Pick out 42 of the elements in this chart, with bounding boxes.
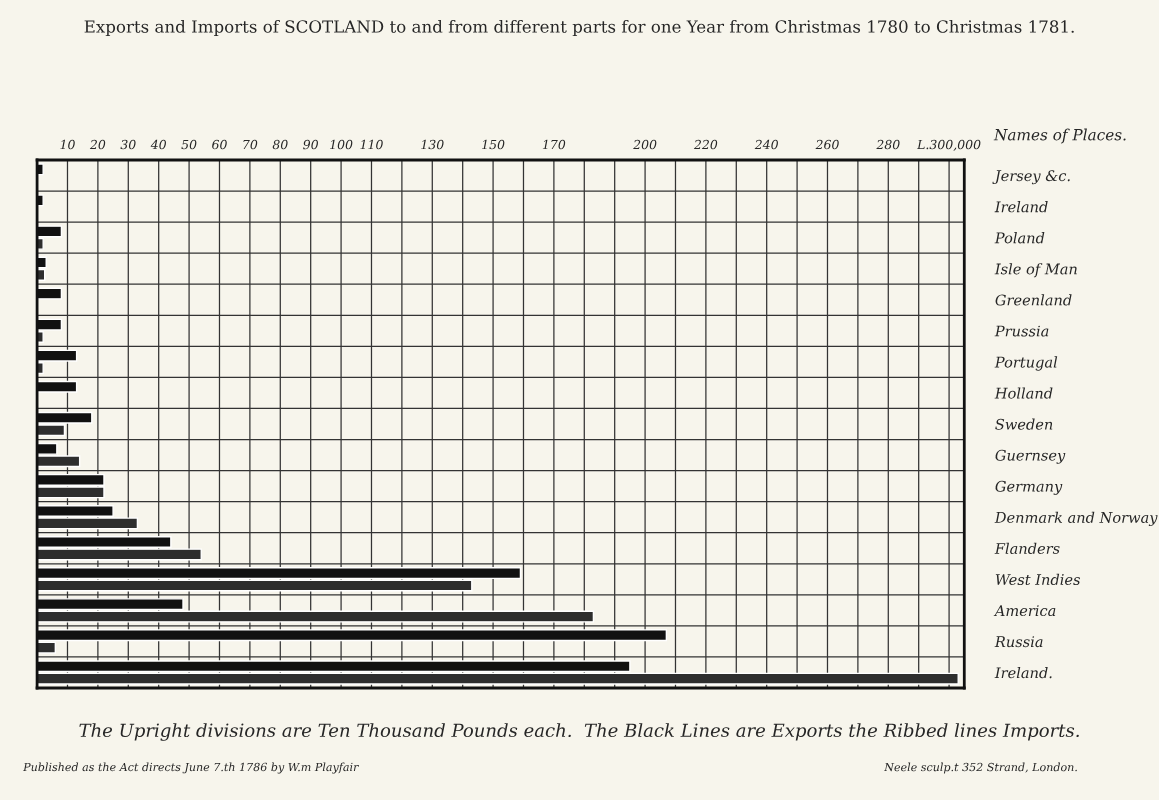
x-tick-label: 40 bbox=[150, 139, 166, 150]
x-tick-label: 70 bbox=[243, 139, 258, 150]
x-tick-label: 170 bbox=[542, 139, 566, 150]
chart-title: Exports and Imports of SCOTLAND to and from different parts for one Year from Christmas 1780 to Christmas 1781. bbox=[84, 19, 1074, 37]
y-tick-label: Flanders bbox=[994, 542, 1060, 554]
y-tick-label: Russia bbox=[994, 636, 1043, 648]
x-tick-label: 60 bbox=[212, 139, 227, 150]
y-tick-label: Sweden bbox=[995, 418, 1053, 430]
y-tick-label: Ireland. bbox=[994, 666, 1052, 679]
x-tick-label: 30 bbox=[120, 139, 136, 150]
x-tick-label: 260 bbox=[815, 139, 839, 150]
y-tick-label: Holland bbox=[994, 387, 1053, 399]
y-tick-label: Germany bbox=[995, 480, 1063, 495]
y-tick-label: Jersey &c. bbox=[992, 170, 1070, 185]
x-tick-label: 240 bbox=[754, 139, 778, 150]
x-tick-label: 80 bbox=[272, 139, 288, 150]
x-tick-label: 10 bbox=[60, 139, 75, 150]
x-tick-label: 20 bbox=[89, 139, 106, 150]
y-tick-label: Isle of Man bbox=[994, 263, 1077, 278]
y-tick-label: Greenland bbox=[995, 294, 1072, 306]
x-tick-label: 130 bbox=[421, 139, 444, 150]
y-tick-label: West Indies bbox=[995, 573, 1081, 586]
x-tick-label: L.300,000 bbox=[916, 139, 981, 151]
y-tick-label: Ireland bbox=[994, 201, 1048, 213]
text: The Upright divisions are Ten Thousand Pounds each. The Black Lines are Exports the Ribbed lines Imports. bbox=[79, 723, 1079, 741]
x-tick-label: 100 bbox=[330, 139, 353, 150]
x-tick-label: 220 bbox=[693, 139, 718, 150]
y-tick-label: Prussia bbox=[994, 325, 1049, 337]
y-tick-label: Denmark and Norway bbox=[994, 511, 1158, 526]
y-tick-label: Portugal bbox=[994, 356, 1058, 371]
x-tick-label: 150 bbox=[482, 139, 505, 150]
x-tick-label: 110 bbox=[360, 139, 383, 150]
x-tick-label: 280 bbox=[876, 139, 900, 150]
x-tick-label: 50 bbox=[181, 139, 197, 150]
x-tick-label: 90 bbox=[303, 139, 318, 150]
y-axis-title: Names of Places. bbox=[993, 128, 1126, 144]
y-tick-label: Poland bbox=[994, 232, 1045, 244]
text: Published as the Act directs June 7.th 1786 by W.m Playfair bbox=[23, 762, 359, 774]
y-tick-label: America bbox=[993, 605, 1056, 617]
text: Neele sculp.t 352 Strand, London. bbox=[884, 762, 1077, 774]
y-tick-label: Guernsey bbox=[995, 449, 1066, 464]
x-tick-label: 200 bbox=[633, 139, 657, 150]
